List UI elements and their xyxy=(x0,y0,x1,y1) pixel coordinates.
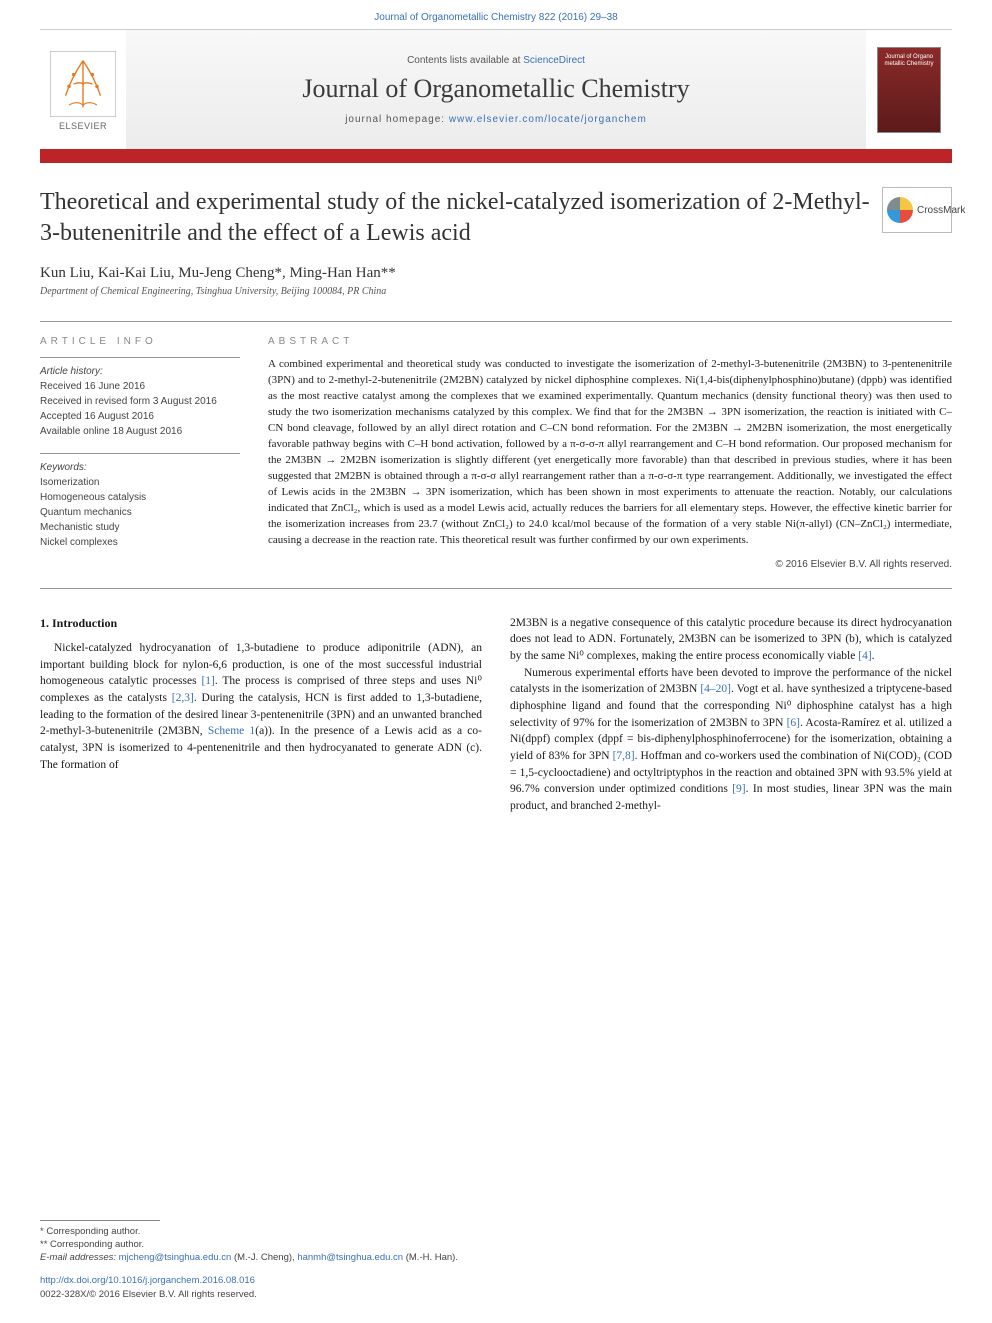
body-column-right: 2M3BN is a negative consequence of this … xyxy=(510,615,952,815)
sciencedirect-link[interactable]: ScienceDirect xyxy=(523,55,585,66)
abstract-column: ABSTRACT A combined experimental and the… xyxy=(268,336,952,569)
received-date: Received 16 June 2016 xyxy=(40,381,145,392)
keyword: Mechanistic study xyxy=(40,522,119,533)
abstract-heading: ABSTRACT xyxy=(268,336,952,347)
affiliation: Department of Chemical Engineering, Tsin… xyxy=(40,286,952,297)
authors: Kun Liu, Kai-Kai Liu, Mu-Jeng Cheng*, Mi… xyxy=(40,265,952,282)
footer-block: * Corresponding author. ** Corresponding… xyxy=(40,1220,460,1301)
abstract-copyright: © 2016 Elsevier B.V. All rights reserved… xyxy=(268,559,952,570)
homepage-label: journal homepage: xyxy=(345,114,449,125)
email-label: E-mail addresses: xyxy=(40,1252,119,1263)
article-header: Theoretical and experimental study of th… xyxy=(40,187,952,297)
email-link[interactable]: mjcheng@tsinghua.edu.cn xyxy=(119,1252,232,1263)
doi-block: http://dx.doi.org/10.1016/j.jorganchem.2… xyxy=(40,1274,460,1301)
intro-paragraph-2: Numerous experimental efforts have been … xyxy=(510,665,952,815)
intro-heading: 1. Introduction xyxy=(40,615,482,632)
keyword: Isomerization xyxy=(40,477,99,488)
elsevier-text: ELSEVIER xyxy=(59,121,107,131)
keyword: Homogeneous catalysis xyxy=(40,492,146,503)
body-column-left: 1. Introduction Nickel-catalyzed hydrocy… xyxy=(40,615,482,815)
accepted-date: Accepted 16 August 2016 xyxy=(40,411,154,422)
keywords-label: Keywords: xyxy=(40,462,87,473)
intro-paragraph-cont: 2M3BN is a negative consequence of this … xyxy=(510,615,952,665)
keywords-block: Keywords: Isomerization Homogeneous cata… xyxy=(40,453,240,550)
contents-lists: Contents lists available at ScienceDirec… xyxy=(407,55,585,66)
scheme-link[interactable]: Scheme 1 xyxy=(208,725,255,737)
online-date: Available online 18 August 2016 xyxy=(40,426,182,437)
section-divider xyxy=(40,588,952,589)
journal-homepage: journal homepage: www.elsevier.com/locat… xyxy=(345,114,647,125)
footer-separator xyxy=(40,1220,160,1221)
doi-link[interactable]: http://dx.doi.org/10.1016/j.jorganchem.2… xyxy=(40,1275,255,1286)
journal-cover-image: Journal of Organo metallic Chemistry xyxy=(877,47,941,133)
corresponding-author-1: * Corresponding author. xyxy=(40,1225,460,1238)
ref-link[interactable]: [7,8] xyxy=(613,750,635,762)
revised-date: Received in revised form 3 August 2016 xyxy=(40,396,217,407)
body-columns: 1. Introduction Nickel-catalyzed hydrocy… xyxy=(40,615,952,815)
issn-copyright: 0022-328X/© 2016 Elsevier B.V. All right… xyxy=(40,1289,257,1300)
abstract-text: A combined experimental and theoretical … xyxy=(268,357,952,548)
history-label: Article history: xyxy=(40,366,103,377)
article-info-column: ARTICLE INFO Article history: Received 1… xyxy=(40,336,240,569)
journal-citation-link[interactable]: Journal of Organometallic Chemistry 822 … xyxy=(0,0,992,29)
corresponding-author-2: ** Corresponding author. xyxy=(40,1238,460,1251)
elsevier-logo: ELSEVIER xyxy=(40,30,126,149)
email-line: E-mail addresses: mjcheng@tsinghua.edu.c… xyxy=(40,1251,460,1264)
journal-name: Journal of Organometallic Chemistry xyxy=(302,74,689,104)
crossmark-icon xyxy=(887,197,913,223)
article-history: Article history: Received 16 June 2016 R… xyxy=(40,357,240,439)
article-info-heading: ARTICLE INFO xyxy=(40,336,240,347)
ref-link[interactable]: [1] xyxy=(201,675,214,687)
ref-link[interactable]: [9] xyxy=(732,783,745,795)
homepage-link[interactable]: www.elsevier.com/locate/jorganchem xyxy=(449,114,647,125)
journal-cover: Journal of Organo metallic Chemistry xyxy=(866,30,952,149)
header-center: Contents lists available at ScienceDirec… xyxy=(126,30,866,149)
email-link[interactable]: hanmh@tsinghua.edu.cn xyxy=(297,1252,403,1263)
header-band: ELSEVIER Contents lists available at Sci… xyxy=(40,29,952,149)
article-title: Theoretical and experimental study of th… xyxy=(40,187,882,249)
contents-text: Contents lists available at xyxy=(407,55,523,66)
ref-link[interactable]: [6] xyxy=(787,717,800,729)
red-accent-bar xyxy=(40,149,952,163)
keyword: Nickel complexes xyxy=(40,537,118,548)
email-name: (M.-J. Cheng), xyxy=(231,1252,297,1263)
ref-link[interactable]: [4–20] xyxy=(700,683,731,695)
intro-paragraph: Nickel-catalyzed hydrocyanation of 1,3-b… xyxy=(40,640,482,773)
email-name: (M.-H. Han). xyxy=(403,1252,458,1263)
info-abstract-row: ARTICLE INFO Article history: Received 1… xyxy=(40,321,952,569)
ref-link[interactable]: [2,3] xyxy=(172,692,194,704)
ref-link[interactable]: [4] xyxy=(858,650,871,662)
crossmark-label: CrossMark xyxy=(917,205,965,216)
crossmark-badge[interactable]: CrossMark xyxy=(882,187,952,233)
keyword: Quantum mechanics xyxy=(40,507,132,518)
elsevier-tree-icon xyxy=(48,49,118,119)
